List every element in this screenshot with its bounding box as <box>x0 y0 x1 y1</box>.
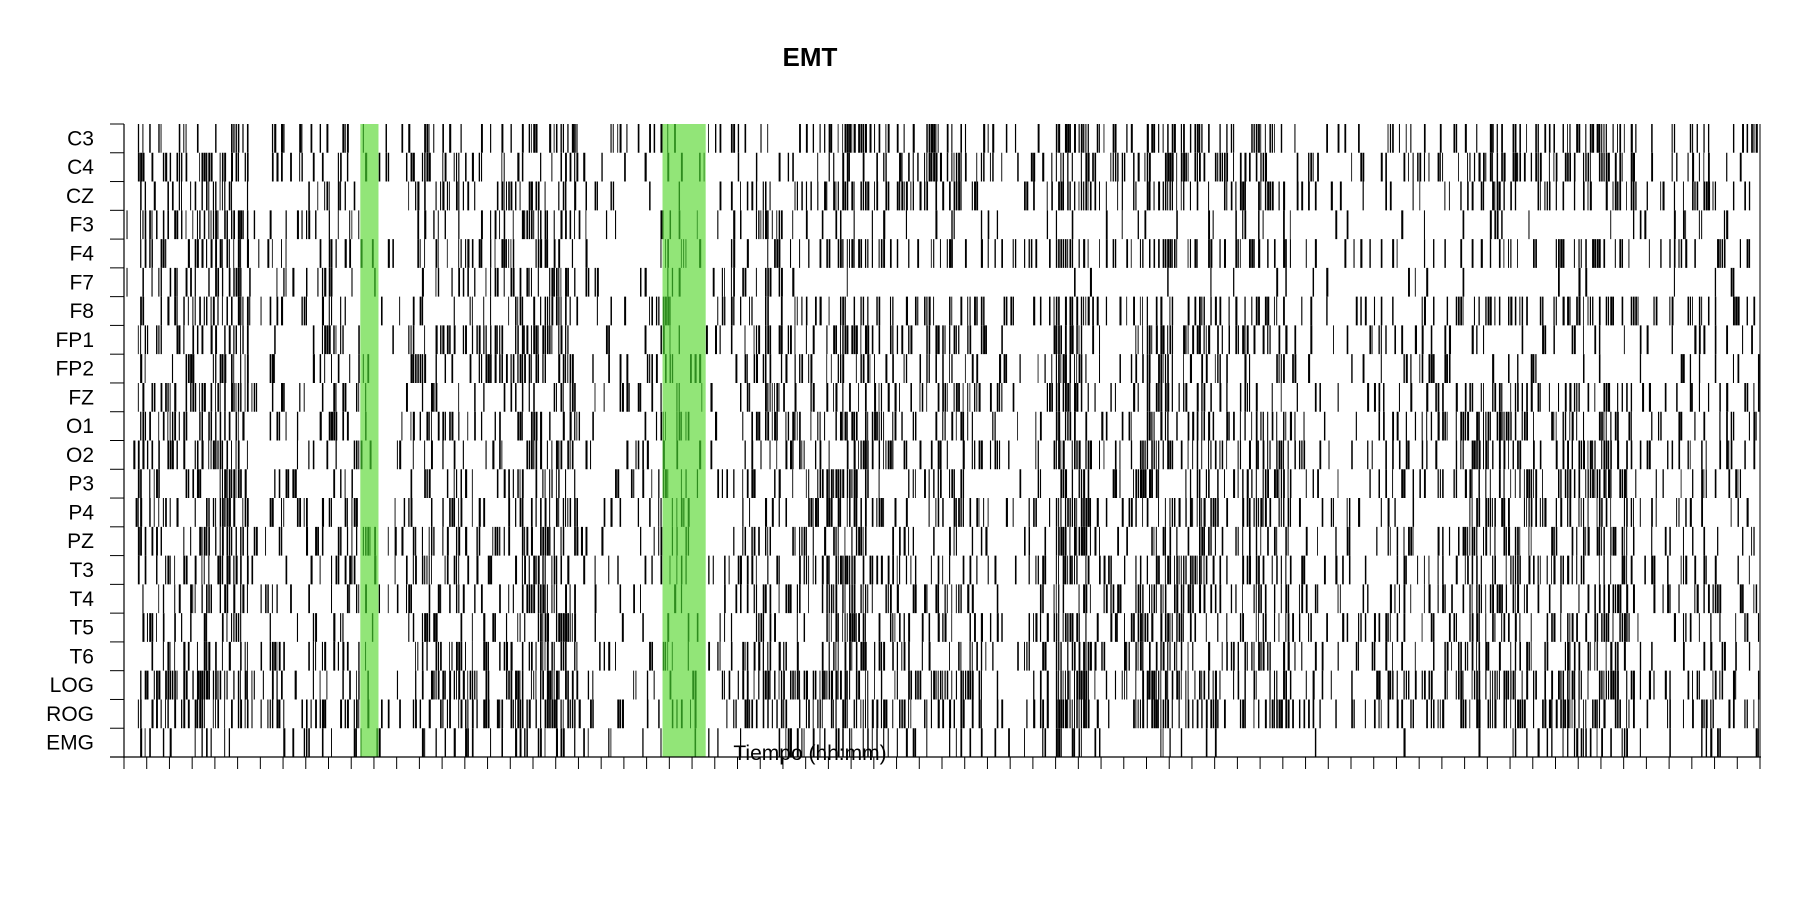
channel-label-f4: F4 <box>69 242 94 265</box>
channel-label-fp2: FP2 <box>55 358 94 381</box>
raster-row-fz <box>137 382 1760 412</box>
raster-row-f3 <box>126 210 1729 240</box>
raster-row-t6 <box>151 641 1751 671</box>
channel-label-t5: T5 <box>69 617 94 640</box>
raster-row-p3 <box>137 469 1742 499</box>
channel-label-t3: T3 <box>69 559 94 582</box>
channel-label-o1: O1 <box>66 415 94 438</box>
x-axis-ticks <box>123 757 1761 769</box>
raster-row-rog <box>137 699 1759 729</box>
raster-row-highlight-f3 <box>662 210 698 240</box>
y-axis: C3 C4 CZ F3 F4 F7 F8 FP1 FP2 FZ O1 O2 P3 P4 PZ T3 T4 T5 T6… <box>46 123 124 758</box>
raster-row-highlight-p3 <box>662 469 699 499</box>
channel-label-cz: CZ <box>66 185 94 208</box>
channel-label-f7: F7 <box>69 271 94 294</box>
channel-label-rog: ROG <box>46 703 94 726</box>
channel-label-f8: F8 <box>69 300 94 323</box>
event-raster <box>126 124 1760 757</box>
channel-label-fp1: FP1 <box>55 329 94 352</box>
channel-label-t6: T6 <box>69 645 94 668</box>
channel-label-p3: P3 <box>68 473 94 496</box>
raster-row-emg <box>140 728 1759 757</box>
channel-label-c3: C3 <box>67 127 94 150</box>
raster-row-highlight-fp1 <box>662 325 680 355</box>
raster-row-c4 <box>137 152 1742 182</box>
x-axis-label: Tiempo (hh:mm) <box>733 742 887 765</box>
channel-label-f3: F3 <box>69 214 94 237</box>
channel-label-log: LOG <box>50 674 94 697</box>
raster-row-o2 <box>133 440 1756 470</box>
raster-row-highlight-f8 <box>662 296 671 326</box>
highlight-band-1 <box>360 124 379 757</box>
channel-label-o2: O2 <box>66 444 94 467</box>
raster-row-t5 <box>142 613 1760 642</box>
raster-row-fp1 <box>137 325 1753 355</box>
channel-label-t4: T4 <box>69 588 94 611</box>
raster-row-t4 <box>142 584 1758 614</box>
raster-row-c3 <box>137 124 1758 153</box>
raster-row-highlight-cz <box>678 181 681 211</box>
chart-title: EMT <box>782 42 838 72</box>
channel-label-pz: PZ <box>67 530 94 553</box>
channel-label-fz: FZ <box>68 386 94 409</box>
raster-row-highlight-p4 <box>671 498 690 527</box>
raster-row-fp2 <box>140 354 1760 383</box>
channel-label-p4: P4 <box>68 501 94 524</box>
raster-row-f8 <box>140 296 1756 326</box>
channel-label-c4: C4 <box>67 156 94 179</box>
raster-row-log <box>140 670 1760 700</box>
channel-label-emg: EMG <box>46 732 94 755</box>
